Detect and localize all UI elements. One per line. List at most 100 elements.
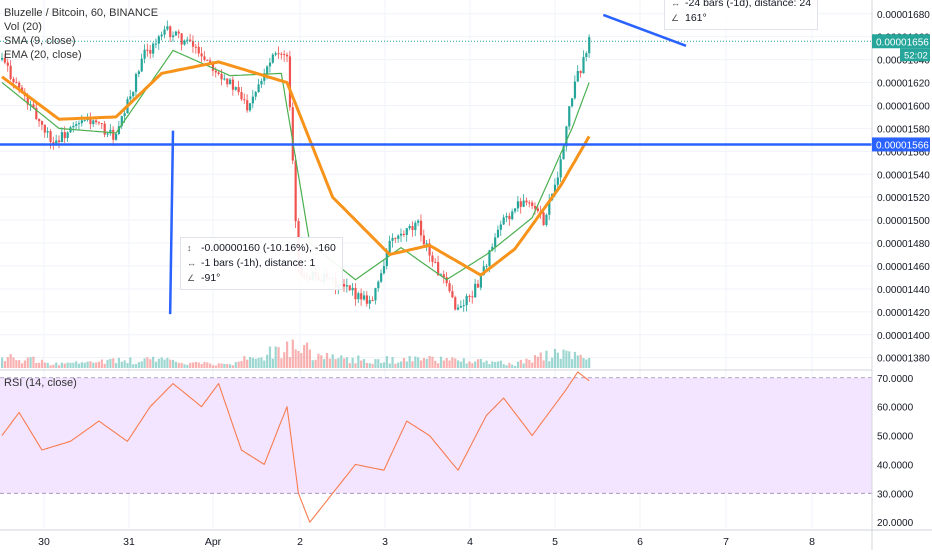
time-axis-labels: 30 31 Apr 2 3 4 5 6 7 8: [38, 536, 815, 548]
price-tick-label: 0.00001540: [877, 170, 930, 181]
candle-body: [112, 129, 115, 140]
volume-bar: [400, 361, 403, 368]
volume-bar: [117, 357, 121, 368]
volume-bar: [243, 356, 246, 368]
volume-bar: [431, 356, 434, 368]
volume-bar: [428, 356, 431, 368]
candle-body: [545, 214, 548, 225]
volume-bar: [240, 360, 243, 368]
volume-bar: [303, 345, 306, 368]
candle-body: [132, 91, 135, 97]
volume-bar: [451, 357, 454, 368]
time-tick-label: 30: [38, 536, 50, 548]
volume-bar: [300, 353, 303, 368]
volume-bar: [103, 363, 106, 368]
volume-bar: [58, 365, 61, 368]
candle-body: [568, 106, 571, 127]
volume-bar: [380, 363, 383, 368]
candle-body: [533, 206, 537, 209]
candle-body: [95, 120, 98, 123]
volume-bar: [20, 363, 24, 368]
time-tick-label: 8: [809, 536, 815, 548]
volume-bar: [214, 365, 217, 368]
rsi-legend[interactable]: RSI (14, close): [4, 377, 77, 389]
price-tick-label: 0.00001680: [877, 10, 930, 21]
candle-body: [511, 211, 514, 220]
volume-bar: [385, 356, 388, 368]
rsi-tick-label: 50.0000: [877, 432, 914, 443]
volume-bar: [15, 360, 18, 368]
candle-body: [260, 80, 263, 85]
volume-bar: [536, 356, 539, 368]
volume-bar: [92, 362, 95, 368]
candle-body: [588, 37, 591, 54]
candle-body: [571, 98, 574, 107]
volume-bar: [209, 363, 212, 368]
symbol-title[interactable]: Bluzelle / Bitcoin, 60, BINANCE: [4, 7, 159, 19]
volume-bar: [35, 363, 38, 368]
bars-range-icon: ↔: [671, 0, 680, 8]
candle-body: [400, 233, 403, 236]
volume-bar: [371, 363, 374, 368]
candle-body: [362, 295, 366, 300]
volume-bar: [237, 361, 240, 368]
volume-bar: [277, 347, 280, 368]
candle-body: [474, 283, 477, 298]
candle-body: [585, 53, 588, 58]
candle-body: [149, 50, 152, 54]
volume-bar: [77, 363, 81, 368]
volume-bar: [442, 360, 445, 368]
volume-bar: [6, 357, 9, 368]
price-axis-panel: [872, 0, 932, 550]
volume-bar: [553, 348, 557, 368]
volume-bar: [283, 352, 286, 368]
candle-body: [377, 281, 380, 289]
volume-bar: [360, 360, 363, 368]
measure-angle: 161°: [685, 12, 707, 24]
candle-body: [405, 228, 408, 235]
legend-sma[interactable]: SMA (9, close): [4, 35, 76, 47]
volume-bar: [411, 361, 414, 368]
candle-body: [434, 261, 437, 263]
volume-bar: [571, 359, 574, 368]
volume-bar: [377, 359, 380, 368]
candle-body: [203, 56, 206, 60]
volume-bar: [337, 358, 340, 368]
candle-body: [514, 208, 517, 212]
angle-icon: ∠: [671, 13, 680, 23]
candle-body: [380, 273, 383, 282]
volume-bar: [163, 359, 166, 368]
legend-ema[interactable]: EMA (20, close): [4, 49, 82, 61]
candle-body: [194, 46, 197, 48]
candle-body: [163, 29, 166, 35]
current-price-badge: [872, 34, 930, 49]
price-tick-label: 0.00001500: [877, 216, 930, 227]
rsi-tick-label: 70.0000: [877, 374, 914, 385]
volume-bar: [286, 341, 289, 368]
candle-body: [288, 56, 292, 108]
volume-bar: [514, 365, 517, 368]
candle-body: [257, 84, 260, 93]
candle-body: [157, 36, 160, 44]
legend-volume[interactable]: Vol (20): [4, 21, 42, 33]
candle-body: [431, 255, 434, 262]
candle-body: [274, 53, 277, 55]
volume-bar: [397, 362, 400, 368]
volume-bar: [516, 361, 520, 368]
candle-body: [536, 208, 539, 212]
volume-bar: [66, 362, 69, 368]
candle-body: [120, 116, 123, 127]
candle-body: [66, 132, 69, 139]
candle-body: [240, 92, 243, 100]
rsi-tick-label: 60.0000: [877, 403, 914, 414]
volume-bar: [268, 346, 272, 368]
candle-body: [368, 300, 371, 304]
volume-bar: [149, 359, 152, 368]
candle-body: [143, 49, 146, 59]
volume-bar: [559, 358, 562, 368]
time-tick-label: 6: [637, 536, 643, 548]
volume-bar: [197, 362, 200, 368]
candle-body: [1, 57, 4, 60]
volume-bar: [206, 362, 209, 368]
